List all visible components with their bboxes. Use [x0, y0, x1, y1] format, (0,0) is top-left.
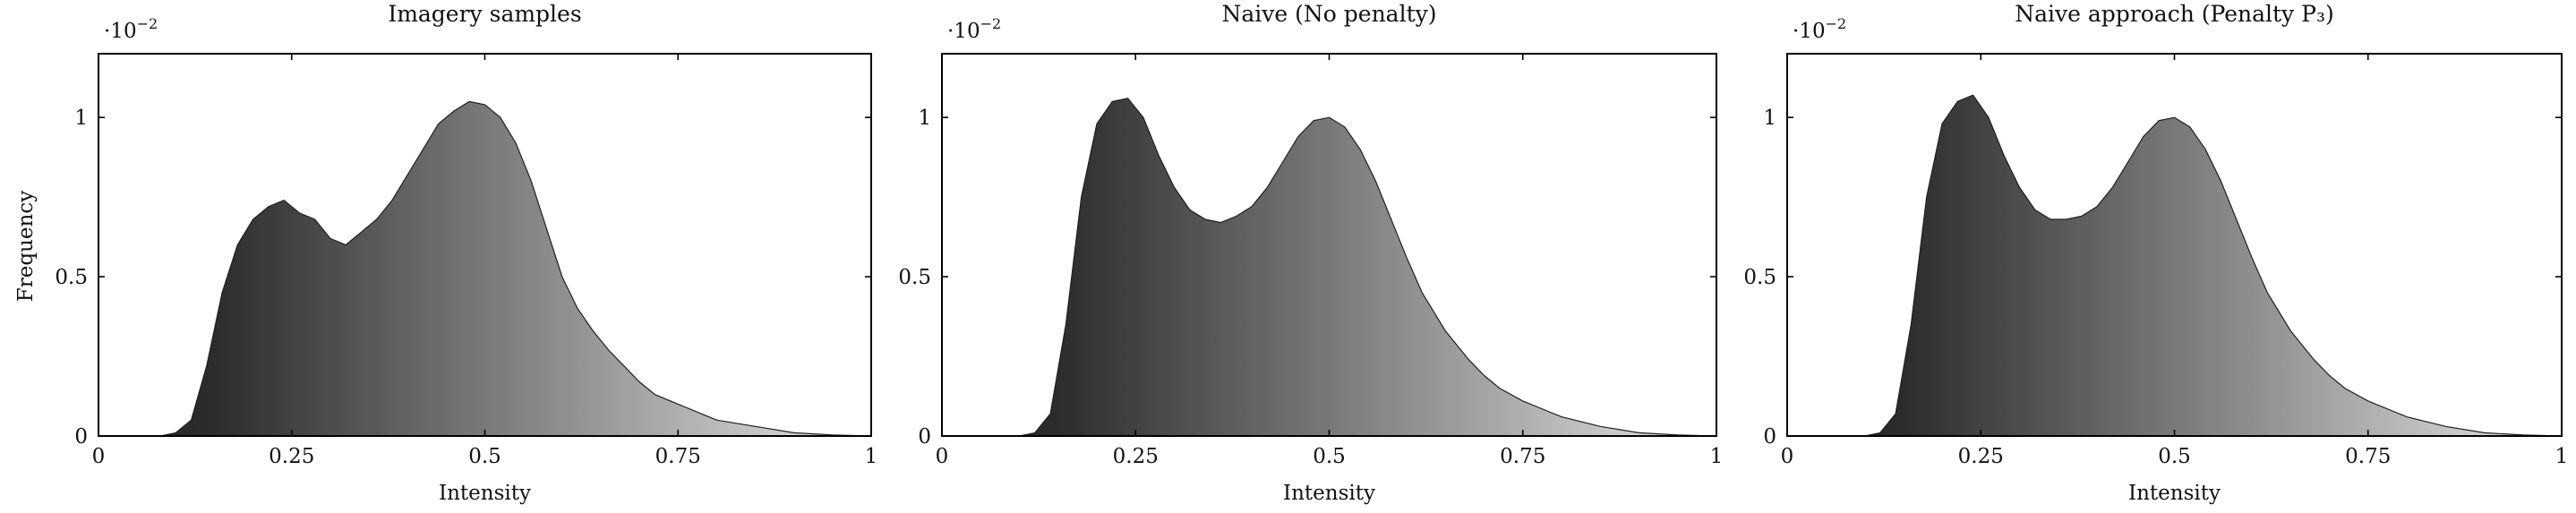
area-series [1787, 94, 2563, 437]
x-tick-label: 0.5 [1313, 445, 1346, 468]
x-tick-label: 0 [92, 445, 106, 468]
y-tick-label: 0.5 [55, 266, 88, 289]
y-scale-multiplier: ·10−2 [947, 15, 1001, 43]
y-tick-label: 1 [74, 107, 88, 130]
y-tick-label: 0 [918, 425, 931, 449]
x-tick-label: 1 [865, 445, 878, 468]
area-series [942, 98, 1717, 437]
histogram-area [98, 100, 872, 437]
chart-panel-naive-penalty-p3: Naive approach (Penalty P₃) 0 0.25 0.5 0.75… [1743, 1, 2568, 505]
y-scale-multiplier: ·10−2 [1793, 15, 1846, 43]
chart-title: Naive (No penalty) [1222, 1, 1437, 27]
chart-panel-naive-no-penalty: Naive (No penalty) 0 0.25 0.5 0.75 1 0 0.5 1 In… [898, 1, 1723, 505]
x-axis-label: Intensity [439, 482, 531, 505]
x-tick-label: 0.75 [1500, 445, 1545, 468]
x-tick-label: 0.5 [468, 445, 501, 468]
chart-panel-imagery-samples: Imagery samples 0 0.25 0.5 0.75 1 0 0.5 1 Inten… [55, 1, 877, 505]
chart-title: Naive approach (Penalty P₃) [2015, 1, 2333, 27]
y-tick-label: 1 [918, 107, 931, 130]
y-tick-label: 0.5 [1743, 266, 1776, 289]
axis-ticks: 0 0.25 0.5 0.75 1 0 0.5 1 [55, 54, 877, 468]
y-tick-label: 0.5 [898, 266, 931, 289]
y-tick-label: 1 [1763, 107, 1776, 130]
y-tick-label: 0 [74, 425, 88, 449]
y-axis-label: Frequency [14, 191, 38, 302]
y-tick-label: 0 [1763, 425, 1776, 449]
x-tick-label: 0.25 [1958, 445, 2004, 468]
axis-ticks: 0 0.25 0.5 0.75 1 0 0.5 1 [1743, 54, 2568, 468]
x-tick-label: 0.25 [1113, 445, 1159, 468]
x-tick-label: 1 [1710, 445, 1724, 468]
x-tick-label: 0 [936, 445, 949, 468]
x-axis-label: Intensity [1283, 482, 1375, 505]
x-tick-label: 0 [1781, 445, 1794, 468]
x-tick-label: 0.5 [2158, 445, 2191, 468]
y-scale-multiplier: ·10−2 [104, 15, 158, 43]
x-tick-label: 0.75 [655, 445, 701, 468]
histogram-area [942, 98, 1717, 437]
x-tick-label: 0.25 [269, 445, 314, 468]
chart-title: Imagery samples [388, 1, 581, 27]
x-tick-label: 0.75 [2345, 445, 2391, 468]
x-tick-label: 1 [2555, 445, 2569, 468]
axis-ticks: 0 0.25 0.5 0.75 1 0 0.5 1 [898, 54, 1723, 468]
x-axis-label: Intensity [2128, 482, 2221, 505]
histogram-area [1787, 94, 2563, 437]
area-series [98, 100, 872, 437]
